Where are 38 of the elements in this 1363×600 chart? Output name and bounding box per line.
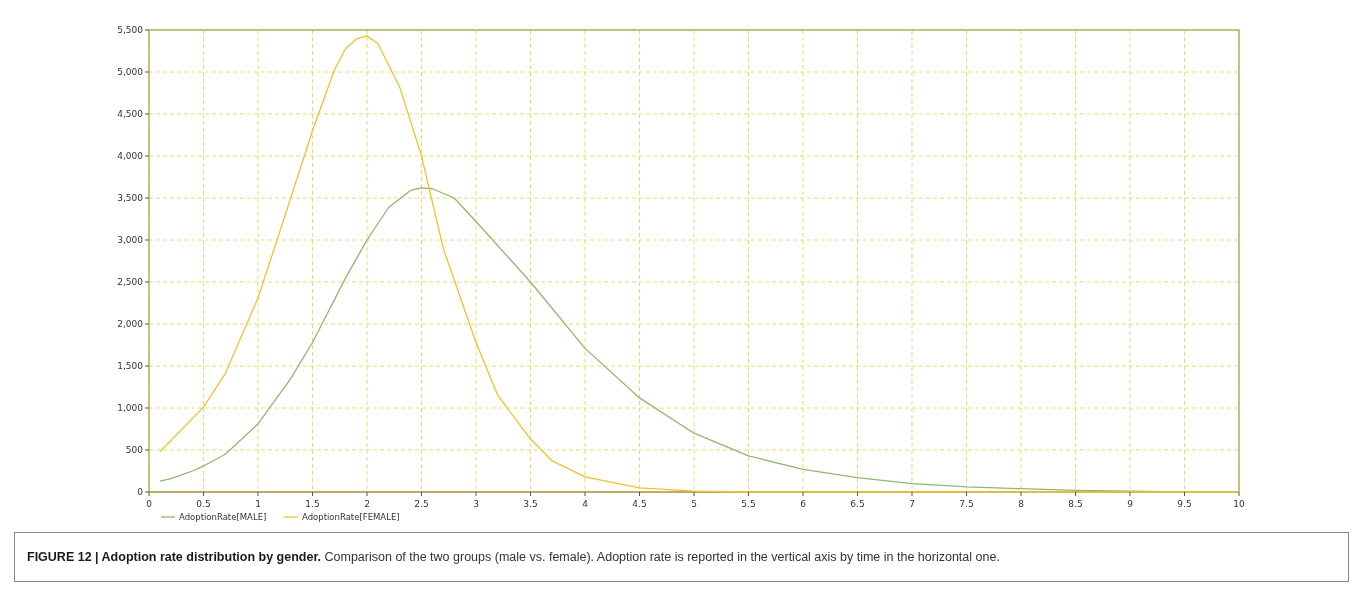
y-tick-label: 5,000 xyxy=(117,67,144,78)
x-tick-label: 8 xyxy=(1018,499,1025,509)
x-tick-label: 1.5 xyxy=(305,499,320,509)
y-tick-label: 2,000 xyxy=(117,319,144,330)
y-tick-label: 1,500 xyxy=(117,361,144,372)
y-tick-label: 4,500 xyxy=(117,109,144,120)
legend-label: AdoptionRate[FEMALE] xyxy=(302,512,400,522)
x-tick-label: 9.5 xyxy=(1177,499,1192,509)
text: FIGURE 12 | Adoption rate distribution by gender. xyxy=(27,550,322,564)
x-tick-label: 1 xyxy=(255,499,261,509)
x-tick-label: 6.5 xyxy=(850,499,865,509)
x-tick-label: 5 xyxy=(691,499,697,509)
x-tick-label: 4.5 xyxy=(632,499,647,509)
y-tick-label: 3,500 xyxy=(117,193,144,204)
x-tick-label: 10 xyxy=(1233,499,1245,509)
x-tick-label: 4 xyxy=(582,499,589,509)
y-tick-label: 5,500 xyxy=(117,25,144,36)
x-tick-label: 6 xyxy=(800,499,807,509)
x-tick-label: 3 xyxy=(473,499,479,509)
x-tick-label: 0.5 xyxy=(196,499,211,509)
y-tick-label: 500 xyxy=(125,445,144,456)
x-tick-label: 0 xyxy=(146,499,153,509)
text: Comparison of the two groups (male vs. female). Adoption rate is reported in the vertical axis by time in the horizontal one. xyxy=(324,550,1000,564)
y-tick-label: 1,000 xyxy=(117,403,144,414)
legend-label: AdoptionRate[MALE] xyxy=(179,512,267,522)
x-tick-label: 2 xyxy=(364,499,370,509)
x-tick-label: 7 xyxy=(909,499,915,509)
x-tick-label: 7.5 xyxy=(959,499,974,509)
x-tick-label: 9 xyxy=(1127,499,1134,509)
x-tick-label: 2.5 xyxy=(414,499,429,509)
line-series xyxy=(159,35,1240,493)
x-tick-label: 8.5 xyxy=(1068,499,1083,509)
y-tick-label: 4,000 xyxy=(117,151,144,162)
y-tick-label: 0 xyxy=(137,487,144,498)
x-tick-label: 3.5 xyxy=(523,499,538,509)
y-tick-label: 3,000 xyxy=(117,235,144,246)
y-tick-label: 2,500 xyxy=(117,277,144,288)
x-tick-label: 5.5 xyxy=(741,499,756,509)
